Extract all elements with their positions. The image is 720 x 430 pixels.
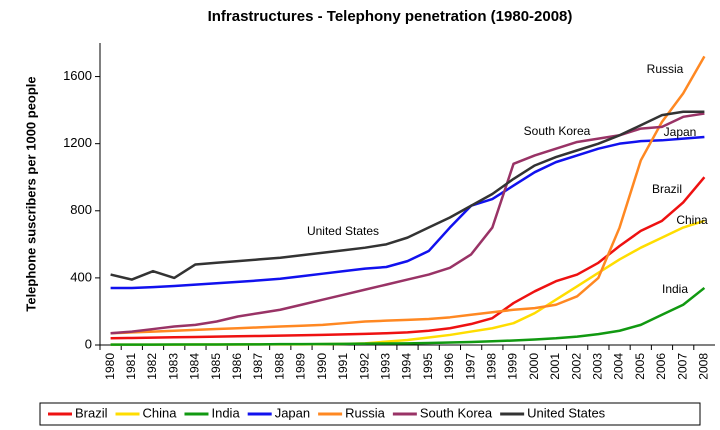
legend-label: South Korea	[420, 405, 493, 420]
series-label: China	[676, 213, 708, 227]
x-tick-label: 2008	[697, 353, 711, 380]
x-tick-label: 1997	[463, 353, 477, 380]
y-tick-label: 1200	[63, 135, 92, 150]
x-tick-label: 1998	[484, 353, 498, 380]
line	[110, 286, 706, 346]
x-tick-label: 1980	[103, 353, 117, 380]
y-tick-label: 400	[70, 269, 92, 284]
x-tick-label: 2002	[569, 353, 583, 380]
x-tick-label: 1988	[272, 353, 286, 380]
line	[110, 135, 705, 290]
legend-label: India	[211, 405, 240, 420]
x-tick-label: 1990	[315, 353, 329, 380]
x-tick-label: 1991	[336, 353, 350, 380]
legend-label: Brazil	[75, 405, 108, 420]
x-tick-label: 2000	[527, 353, 541, 380]
x-tick-label: 1982	[145, 353, 159, 380]
series-label: United States	[307, 224, 379, 238]
x-tick-label: 2004	[612, 353, 626, 380]
line	[110, 176, 706, 340]
series-label: India	[662, 282, 688, 296]
x-tick-label: 2003	[591, 353, 605, 380]
series-label: Russia	[647, 62, 684, 76]
x-tick-label: 2001	[548, 353, 562, 380]
x-tick-label: 1992	[357, 353, 371, 380]
x-tick-label: 1999	[506, 353, 520, 380]
y-tick-label: 1600	[63, 68, 92, 83]
x-tick-label: 1985	[209, 353, 223, 380]
x-tick-label: 1983	[166, 353, 180, 380]
x-tick-label: 1993	[378, 353, 392, 380]
line	[110, 112, 705, 335]
x-tick-label: 1996	[442, 353, 456, 380]
x-tick-label: 2006	[654, 353, 668, 380]
y-tick-label: 0	[85, 336, 92, 351]
legend-label: United States	[527, 405, 606, 420]
y-tick-label: 800	[70, 202, 92, 217]
x-tick-label: 1984	[188, 353, 202, 380]
legend-label: Japan	[275, 405, 310, 420]
chart-title: Infrastructures - Telephony penetration …	[208, 8, 573, 25]
legend-box	[39, 402, 701, 426]
x-tick-label: 1994	[400, 353, 414, 380]
x-tick-label: 1987	[251, 353, 265, 380]
x-tick-label: 1986	[230, 353, 244, 380]
y-axis-label: Telephone suscribers per 1000 people	[23, 76, 38, 311]
legend-label: China	[143, 405, 178, 420]
legend-label: Russia	[345, 405, 386, 420]
line	[110, 110, 705, 281]
line	[110, 55, 706, 335]
x-tick-label: 2007	[675, 353, 689, 380]
series-label: Japan	[664, 125, 697, 139]
series-label: Brazil	[652, 182, 682, 196]
x-tick-label: 1989	[294, 353, 308, 380]
x-tick-label: 2005	[633, 353, 647, 380]
x-tick-label: 1995	[421, 353, 435, 380]
x-tick-label: 1981	[124, 353, 138, 380]
series-label: South Korea	[524, 124, 591, 138]
